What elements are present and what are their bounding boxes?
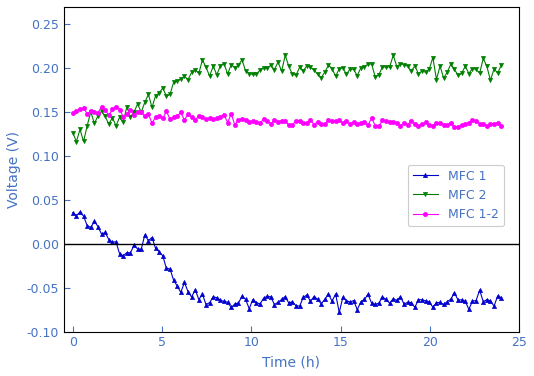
Line: MFC 2: MFC 2 <box>70 53 504 144</box>
MFC 1 <box>77 210 83 214</box>
MFC 1-2 <box>189 115 195 119</box>
MFC 2 <box>498 63 505 67</box>
MFC 1-2 <box>451 125 458 129</box>
MFC 1 <box>189 295 195 299</box>
MFC 2 <box>73 139 80 144</box>
Legend: MFC 1, MFC 2, MFC 1-2: MFC 1, MFC 2, MFC 1-2 <box>408 165 504 226</box>
MFC 2 <box>491 67 497 71</box>
MFC 1 <box>498 296 505 300</box>
MFC 2 <box>69 130 76 135</box>
MFC 1 <box>311 294 317 299</box>
MFC 1 <box>336 310 342 315</box>
MFC 1-2 <box>163 109 170 113</box>
MFC 1 <box>491 304 497 308</box>
MFC 2 <box>189 70 195 75</box>
MFC 1-2 <box>491 122 497 127</box>
MFC 1-2 <box>311 123 317 127</box>
MFC 2 <box>311 68 317 72</box>
MFC 2 <box>163 94 170 99</box>
MFC 1-2 <box>69 110 76 115</box>
MFC 1-2 <box>498 123 505 128</box>
MFC 2 <box>415 71 422 76</box>
Line: MFC 1: MFC 1 <box>70 210 504 314</box>
Y-axis label: Voltage (V): Voltage (V) <box>7 131 21 208</box>
MFC 1-2 <box>412 121 418 126</box>
MFC 1-2 <box>368 115 375 120</box>
MFC 1 <box>415 297 422 302</box>
MFC 2 <box>368 62 375 67</box>
Line: MFC 1-2: MFC 1-2 <box>70 105 504 129</box>
MFC 1 <box>69 211 76 215</box>
MFC 1-2 <box>113 104 119 109</box>
MFC 1 <box>163 266 170 271</box>
MFC 2 <box>390 53 396 58</box>
X-axis label: Time (h): Time (h) <box>263 355 320 369</box>
MFC 1 <box>372 302 379 307</box>
